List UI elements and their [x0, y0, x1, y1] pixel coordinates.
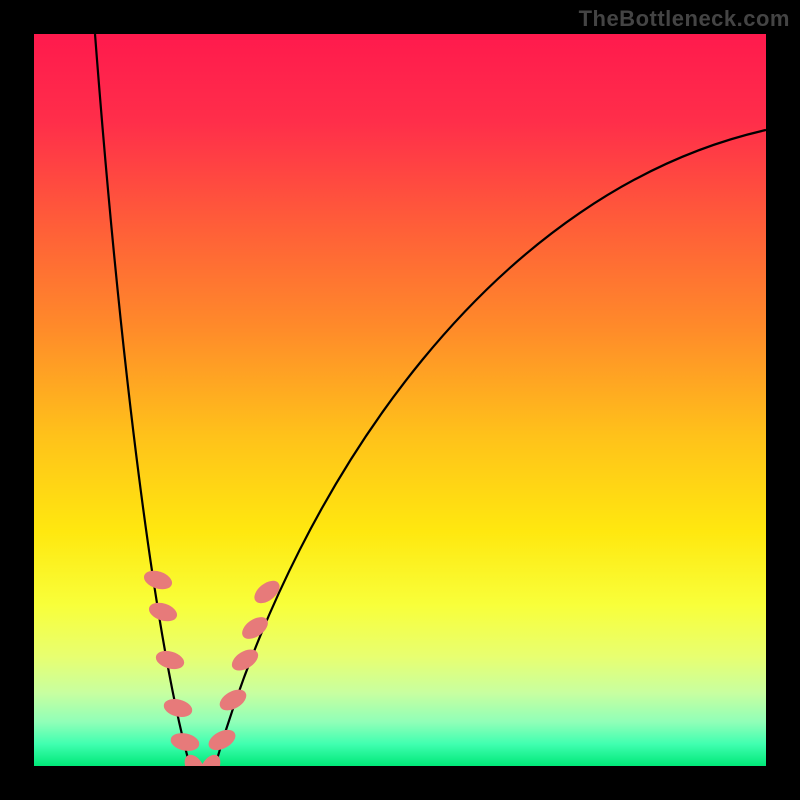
chart-canvas: [0, 0, 800, 800]
chart-root: TheBottleneck.com: [0, 0, 800, 800]
plot-background: [34, 34, 766, 766]
watermark-text: TheBottleneck.com: [579, 6, 790, 32]
